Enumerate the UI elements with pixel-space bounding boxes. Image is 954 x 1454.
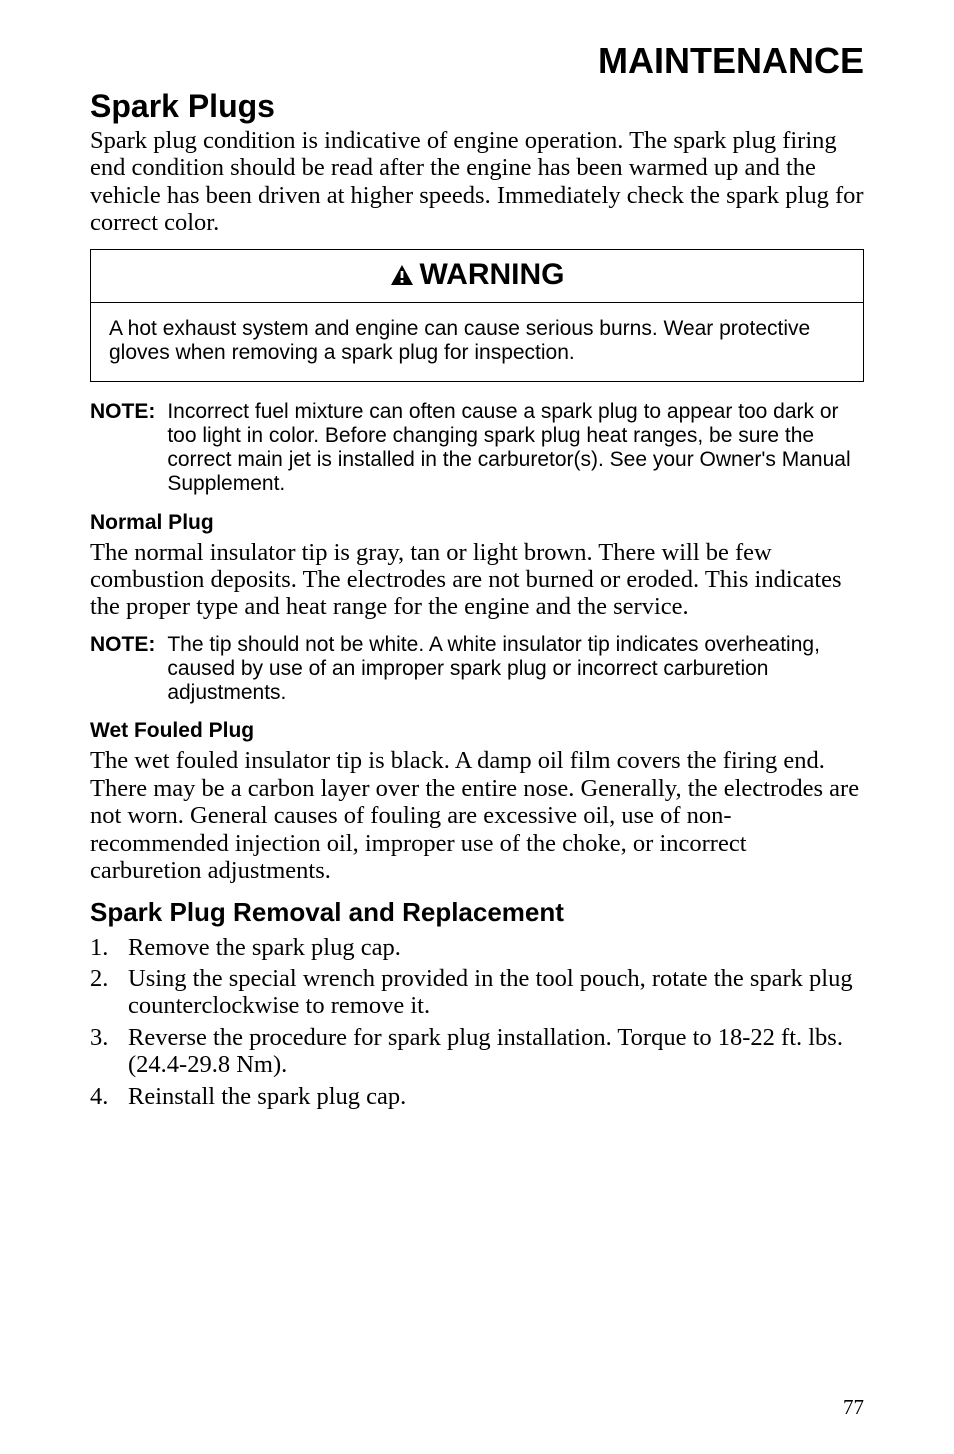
note-label: NOTE: bbox=[90, 400, 167, 424]
warning-box: WARNING A hot exhaust system and engine … bbox=[90, 249, 864, 382]
wet-fouled-body: The wet fouled insulator tip is black. A… bbox=[90, 747, 864, 884]
list-item: 3.Reverse the procedure for spark plug i… bbox=[90, 1024, 864, 1079]
removal-steps: 1.Remove the spark plug cap. 2.Using the… bbox=[90, 934, 864, 1111]
chapter-title: MAINTENANCE bbox=[90, 40, 864, 82]
step-number: 3. bbox=[90, 1024, 128, 1051]
note-text: Incorrect fuel mixture can often cause a… bbox=[167, 400, 864, 497]
list-item: 2.Using the special wrench provided in t… bbox=[90, 965, 864, 1020]
step-text: Reinstall the spark plug cap. bbox=[128, 1083, 864, 1110]
page-number: 77 bbox=[843, 1395, 864, 1420]
step-number: 1. bbox=[90, 934, 128, 961]
warning-body: A hot exhaust system and engine can caus… bbox=[91, 303, 863, 381]
list-item: 1.Remove the spark plug cap. bbox=[90, 934, 864, 961]
warning-icon bbox=[390, 260, 414, 294]
step-number: 4. bbox=[90, 1083, 128, 1110]
step-number: 2. bbox=[90, 965, 128, 992]
note-label: NOTE: bbox=[90, 633, 167, 657]
note-2: NOTE: The tip should not be white. A whi… bbox=[90, 633, 864, 705]
normal-plug-body: The normal insulator tip is gray, tan or… bbox=[90, 539, 864, 621]
section-title: Spark Plugs bbox=[90, 88, 864, 125]
section-intro: Spark plug condition is indicative of en… bbox=[90, 127, 864, 237]
removal-heading: Spark Plug Removal and Replacement bbox=[90, 897, 864, 928]
note-text: The tip should not be white. A white ins… bbox=[167, 633, 864, 705]
warning-label: WARNING bbox=[420, 258, 565, 291]
step-text: Using the special wrench provided in the… bbox=[128, 965, 864, 1020]
note-1: NOTE: Incorrect fuel mixture can often c… bbox=[90, 400, 864, 497]
step-text: Remove the spark plug cap. bbox=[128, 934, 864, 961]
step-text: Reverse the procedure for spark plug ins… bbox=[128, 1024, 864, 1079]
wet-fouled-heading: Wet Fouled Plug bbox=[90, 719, 864, 743]
list-item: 4.Reinstall the spark plug cap. bbox=[90, 1083, 864, 1110]
warning-header: WARNING bbox=[91, 250, 863, 303]
normal-plug-heading: Normal Plug bbox=[90, 511, 864, 535]
